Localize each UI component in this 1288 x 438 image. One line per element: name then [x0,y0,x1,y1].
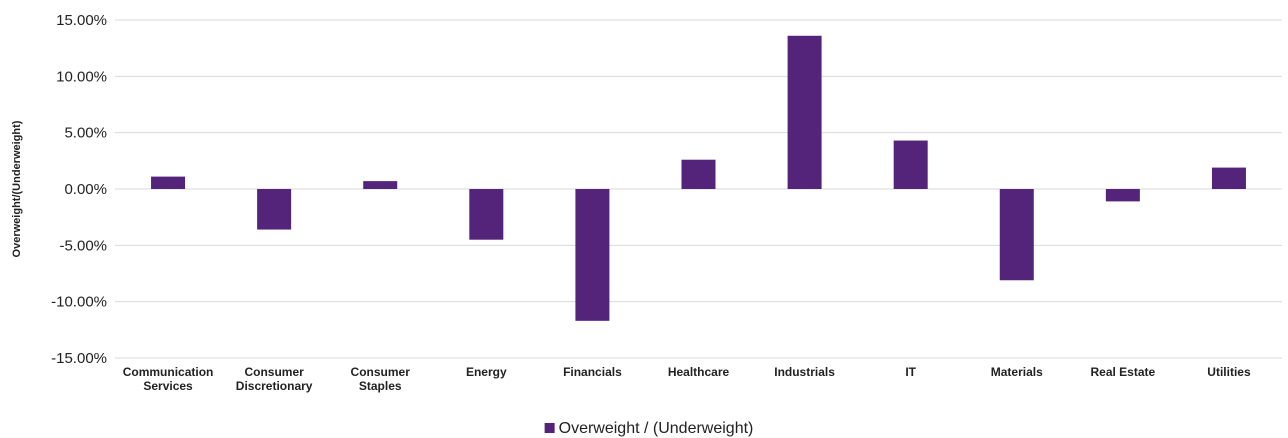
bar [257,189,292,230]
legend-swatch [544,423,555,433]
x-tick-label: Consumer Discretionary [236,365,313,393]
gridlines [115,19,1282,359]
bar [469,189,504,240]
y-tick-label: 10.00% [56,68,107,85]
x-tick-label: Utilities [1207,365,1251,379]
y-tick-label: 0.00% [64,181,107,198]
y-tick-label: 5.00% [64,125,107,142]
x-tick-label: Materials [991,365,1043,379]
x-tick-label: Financials [563,365,622,379]
x-axis-labels: Communication Services Consumer Discretiona… [123,365,1251,393]
bar [575,189,610,321]
legend: Overweight / (Underweight) [544,420,754,437]
x-tick-label: Healthcare [668,365,730,379]
x-tick-label: Communication Services [123,365,214,393]
bar [151,176,186,189]
bar [787,35,822,190]
legend-label: Overweight / (Underweight) [559,420,754,437]
y-axis-label: Overweight/(Underweight) [11,120,23,257]
x-tick-label: IT [905,365,916,379]
bars [151,35,1246,321]
bar [1211,167,1246,189]
x-tick-label: Real Estate [1091,365,1156,379]
bar [893,140,928,189]
y-tick-label: 15.00% [56,12,107,29]
bar [1105,189,1140,202]
bar [999,189,1034,281]
x-tick-label: Energy [466,365,507,379]
y-axis-ticks: 15.00% 10.00% 5.00% 0.00% -5.00% -10.00% -15.0… [51,12,107,367]
y-tick-label: -10.00% [51,294,107,311]
y-tick-label: -5.00% [59,237,107,254]
x-tick-label: Industrials [774,365,835,379]
y-tick-label: -15.00% [51,350,107,367]
x-tick-label: Consumer Staples [351,365,411,393]
bar [681,159,716,189]
bar [363,181,398,189]
